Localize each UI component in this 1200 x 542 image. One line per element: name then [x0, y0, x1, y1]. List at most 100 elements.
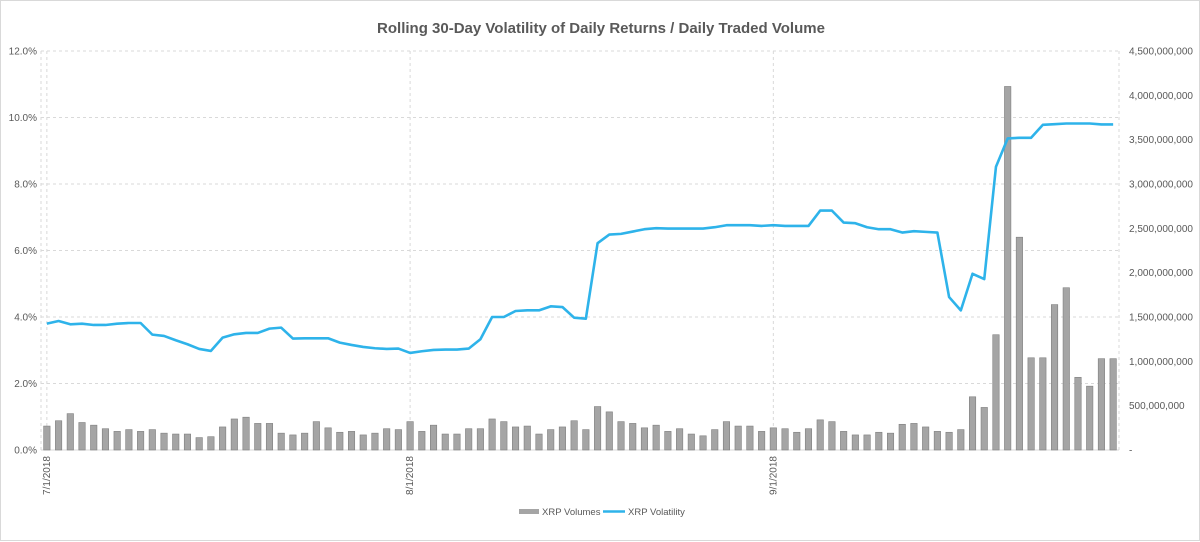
volume-bar [90, 424, 98, 451]
volume-bar [746, 425, 754, 451]
volume-bar [781, 428, 789, 451]
volume-bar [219, 426, 227, 451]
volume-bar [406, 421, 414, 451]
volume-bar [277, 432, 285, 451]
volume-bar [828, 421, 836, 451]
volume-bar [430, 424, 438, 451]
chart-title: Rolling 30-Day Volatility of Daily Retur… [377, 20, 825, 37]
volume-bar [265, 423, 274, 451]
volume-bar [512, 426, 520, 451]
volume-bar [547, 429, 555, 451]
volume-bar [453, 433, 461, 451]
volume-bar [769, 427, 777, 451]
right-tick-label: 500,000,000 [1129, 401, 1185, 412]
left-tick-label: 0.0% [14, 446, 37, 457]
right-tick-label: 2,000,000,000 [1129, 268, 1193, 279]
volume-bar [148, 429, 156, 451]
volume-bar [816, 419, 824, 451]
right-tick-label: 3,500,000,000 [1129, 135, 1193, 146]
volume-bar [301, 432, 309, 451]
volume-bar [664, 431, 672, 451]
volume-bar [347, 431, 356, 451]
volume-bar [570, 420, 578, 451]
volume-bar [652, 424, 660, 451]
volume-bar [980, 407, 988, 451]
volume-bar [488, 418, 496, 451]
volume-bar [629, 423, 637, 451]
volume-bar [465, 428, 473, 451]
x-axis-ticks: 7/1/2018 8/1/2018 9/1/2018 [42, 456, 779, 495]
volume-bar [289, 434, 297, 451]
left-tick-label: 10.0% [9, 113, 37, 124]
x-tick-label: 9/1/2018 [768, 456, 779, 495]
volume-bar [886, 432, 895, 451]
volume-bar [969, 396, 977, 451]
volume-bar [1074, 376, 1082, 451]
volume-bar [183, 433, 191, 451]
left-tick-label: 2.0% [14, 379, 37, 390]
right-tick-label: 1,000,000,000 [1129, 357, 1193, 368]
volume-bar [594, 406, 602, 451]
volume-bar [242, 416, 250, 451]
volume-bar [758, 431, 766, 451]
volume-bar [230, 418, 238, 451]
volume-bar [476, 428, 484, 451]
volume-bar [394, 429, 402, 451]
legend-swatch-volumes [519, 509, 539, 514]
volume-bar [1062, 287, 1070, 451]
volume-bar [1097, 358, 1105, 451]
volume-bar [523, 425, 531, 451]
legend-label-volumes: XRP Volumes [542, 507, 601, 518]
volume-bar [207, 436, 215, 451]
volume-bar [1027, 357, 1035, 451]
grid-lines [40, 50, 1120, 451]
volume-bar [992, 334, 1000, 451]
volume-bar [840, 431, 848, 451]
volume-bar [640, 427, 648, 451]
volume-bar [43, 425, 51, 451]
x-tick-label: 8/1/2018 [405, 456, 416, 495]
volume-bar [945, 431, 953, 451]
left-tick-label: 8.0% [14, 180, 37, 191]
volume-bar [722, 421, 730, 451]
volume-bar [711, 429, 719, 451]
x-tick-label: 7/1/2018 [42, 456, 53, 495]
volume-bar [617, 421, 625, 451]
volume-bar [863, 434, 871, 451]
volume-bar [910, 423, 918, 451]
left-tick-label: 12.0% [9, 47, 37, 58]
volume-bar [1004, 86, 1012, 451]
right-tick-label: 4,500,000,000 [1129, 47, 1193, 58]
volume-bar [441, 433, 449, 451]
volume-bar [125, 429, 133, 451]
right-tick-label: - [1129, 446, 1132, 457]
volume-bar [1109, 358, 1117, 451]
legend: XRP Volumes XRP Volatility [519, 507, 685, 518]
left-tick-label: 6.0% [14, 246, 37, 257]
volume-bar [804, 428, 813, 451]
right-axis-ticks: - 500,000,000 1,000,000,000 1,500,000,000 2,… [1129, 47, 1193, 457]
left-tick-label: 4.0% [14, 313, 37, 324]
volume-bar [1015, 236, 1023, 451]
volume-bar [336, 431, 344, 451]
volume-bar [113, 431, 121, 451]
volume-bar [78, 422, 86, 451]
volume-bar [55, 420, 63, 451]
volume-bar [851, 434, 859, 451]
volume-bar [383, 428, 391, 451]
volume-bar [101, 428, 109, 451]
volume-bar [312, 421, 320, 451]
volume-bar [734, 425, 742, 451]
volume-bar [605, 411, 613, 451]
volume-bar [875, 431, 883, 451]
volume-bar [558, 426, 566, 451]
volatility-line-group [46, 122, 1114, 355]
volume-bar [160, 432, 168, 451]
legend-label-volatility: XRP Volatility [628, 507, 685, 518]
volume-bar [254, 423, 262, 451]
volume-bar [898, 423, 906, 451]
volume-bar [699, 435, 707, 451]
volatility-line [46, 122, 1114, 355]
volume-bar [922, 426, 930, 451]
